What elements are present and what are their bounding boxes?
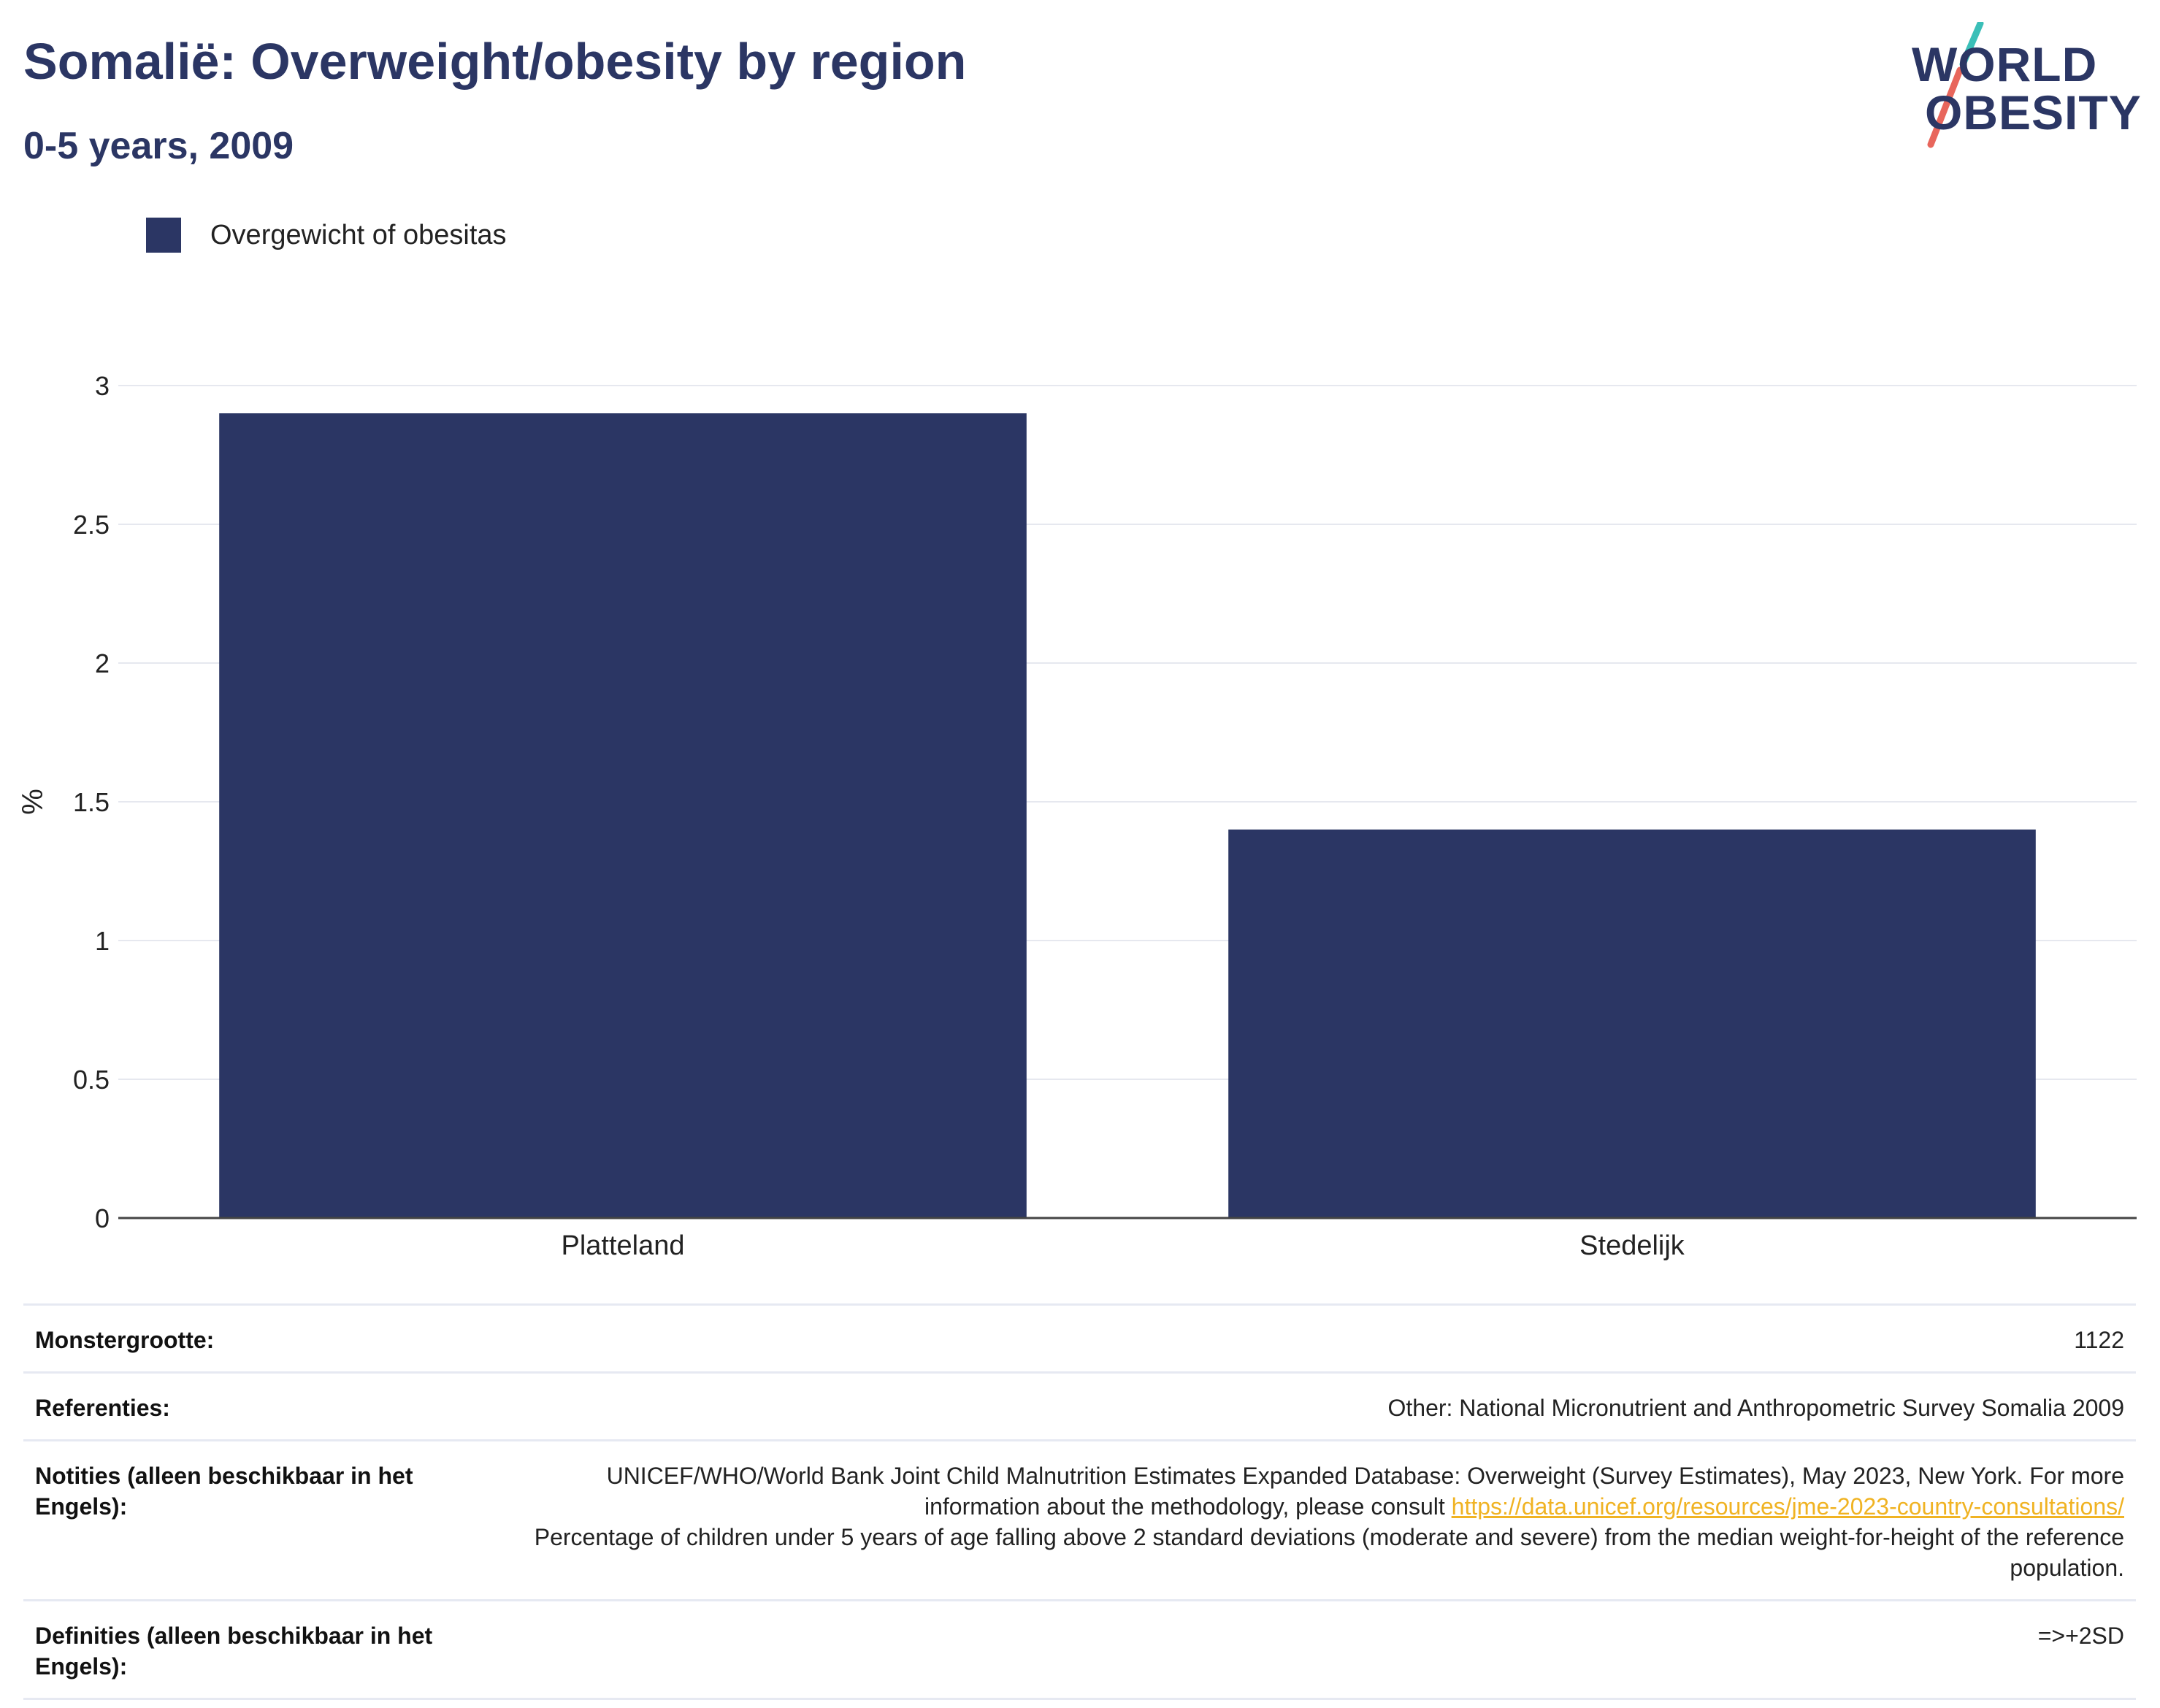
chart-subtitle: 0-5 years, 2009 [23, 125, 294, 167]
legend-label: Overgewicht of obesitas [210, 219, 507, 250]
info-table: Monstergrootte: 1122 Referenties: Other:… [23, 1303, 2136, 1700]
x-tick-label: Stedelijk [1579, 1230, 1685, 1261]
legend-swatch[interactable] [146, 218, 181, 253]
chart-title: Somalië: Overweight/obesity by region [23, 33, 967, 90]
legend: Overgewicht of obesitas [146, 218, 507, 253]
bar[interactable] [1228, 830, 2036, 1218]
info-row-references: Referenties: Other: National Micronutrie… [23, 1371, 2136, 1441]
y-tick-label: 2 [95, 648, 110, 678]
y-tick-label: 1.5 [73, 787, 110, 817]
references-value: Other: National Micronutrient and Anthro… [507, 1371, 2136, 1441]
notes-label: Notities (alleen beschikbaar in het Enge… [23, 1439, 507, 1601]
y-axis-title: % [17, 789, 49, 815]
notes-text: UNICEF/WHO/World Bank Joint Child Malnut… [606, 1463, 2124, 1520]
y-tick-label: 0 [95, 1203, 110, 1233]
y-tick-label: 1 [95, 926, 110, 956]
info-row-sample: Monstergrootte: 1122 [23, 1303, 2136, 1373]
y-tick-label: 3 [95, 371, 110, 401]
notes-definition-text: Percentage of children under 5 years of … [534, 1524, 2124, 1581]
notes-value: UNICEF/WHO/World Bank Joint Child Malnut… [507, 1439, 2136, 1601]
definitions-label: Definities (alleen beschikbaar in het En… [23, 1599, 507, 1700]
notes-link[interactable]: https://data.unicef.org/resources/jme-20… [1451, 1493, 2124, 1520]
references-label: Referenties: [23, 1371, 507, 1441]
definitions-value: =>+2SD [507, 1599, 2136, 1700]
y-tick-label: 2.5 [73, 510, 110, 540]
info-row-definitions: Definities (alleen beschikbaar in het En… [23, 1599, 2136, 1700]
logo-text-world: WORLD [1912, 37, 2098, 91]
info-row-notes: Notities (alleen beschikbaar in het Enge… [23, 1439, 2136, 1601]
bar[interactable] [219, 413, 1027, 1218]
logo-text-obesity: OBESITY [1925, 85, 2142, 139]
world-obesity-logo[interactable]: WORLD OBESITY [1899, 22, 2147, 153]
y-tick-label: 0.5 [73, 1065, 110, 1095]
sample-size-value: 1122 [507, 1303, 2136, 1373]
logo-slash-icon [1927, 22, 1984, 148]
bar-chart: 0 0.5 1 1.5 2 2.5 3% Platteland Stedelijk [17, 371, 2137, 1261]
x-tick-label: Platteland [561, 1230, 684, 1261]
sample-size-label: Monstergrootte: [23, 1303, 507, 1373]
